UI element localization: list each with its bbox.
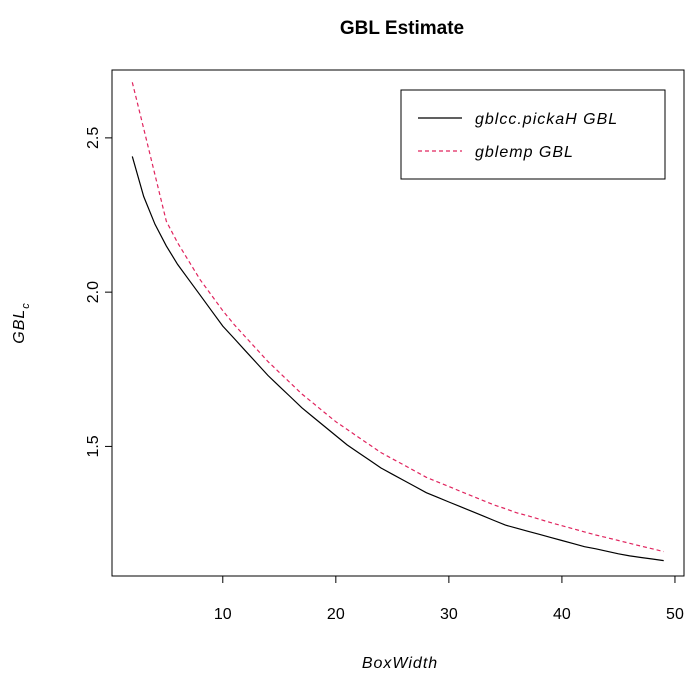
legend: gblcc.pickaH GBL gblemp GBL <box>400 89 666 180</box>
y-tick-label: 2.5 <box>85 127 102 149</box>
y-axis: 1.5 2.0 2.5 <box>85 127 112 458</box>
legend-label-series-1: gblcc.pickaH GBL <box>475 111 618 128</box>
series-line-2 <box>131 82 664 553</box>
x-axis: 10 20 30 40 50 <box>214 576 684 623</box>
x-axis-label: BoxWidth <box>362 655 438 672</box>
x-tick-label: 40 <box>553 606 571 623</box>
legend-box <box>400 89 666 180</box>
y-tick-label: 2.0 <box>85 281 102 303</box>
legend-label-series-2: gblemp GBL <box>475 144 574 161</box>
x-tick-label: 10 <box>214 606 232 623</box>
series-line-1 <box>131 156 664 562</box>
series-lines <box>131 82 664 562</box>
y-axis-label: GBLc <box>11 302 32 344</box>
x-tick-label: 30 <box>440 606 458 623</box>
y-axis-label-group: GBLc <box>11 302 32 344</box>
y-axis-label-subscript: c <box>20 302 32 309</box>
y-tick-label: 1.5 <box>85 435 102 457</box>
plot-frame <box>111 69 685 577</box>
x-tick-label: 50 <box>666 606 684 623</box>
x-tick-label: 20 <box>327 606 345 623</box>
y-axis-label-main: GBL <box>11 309 28 344</box>
chart-title: GBL Estimate <box>340 18 464 39</box>
